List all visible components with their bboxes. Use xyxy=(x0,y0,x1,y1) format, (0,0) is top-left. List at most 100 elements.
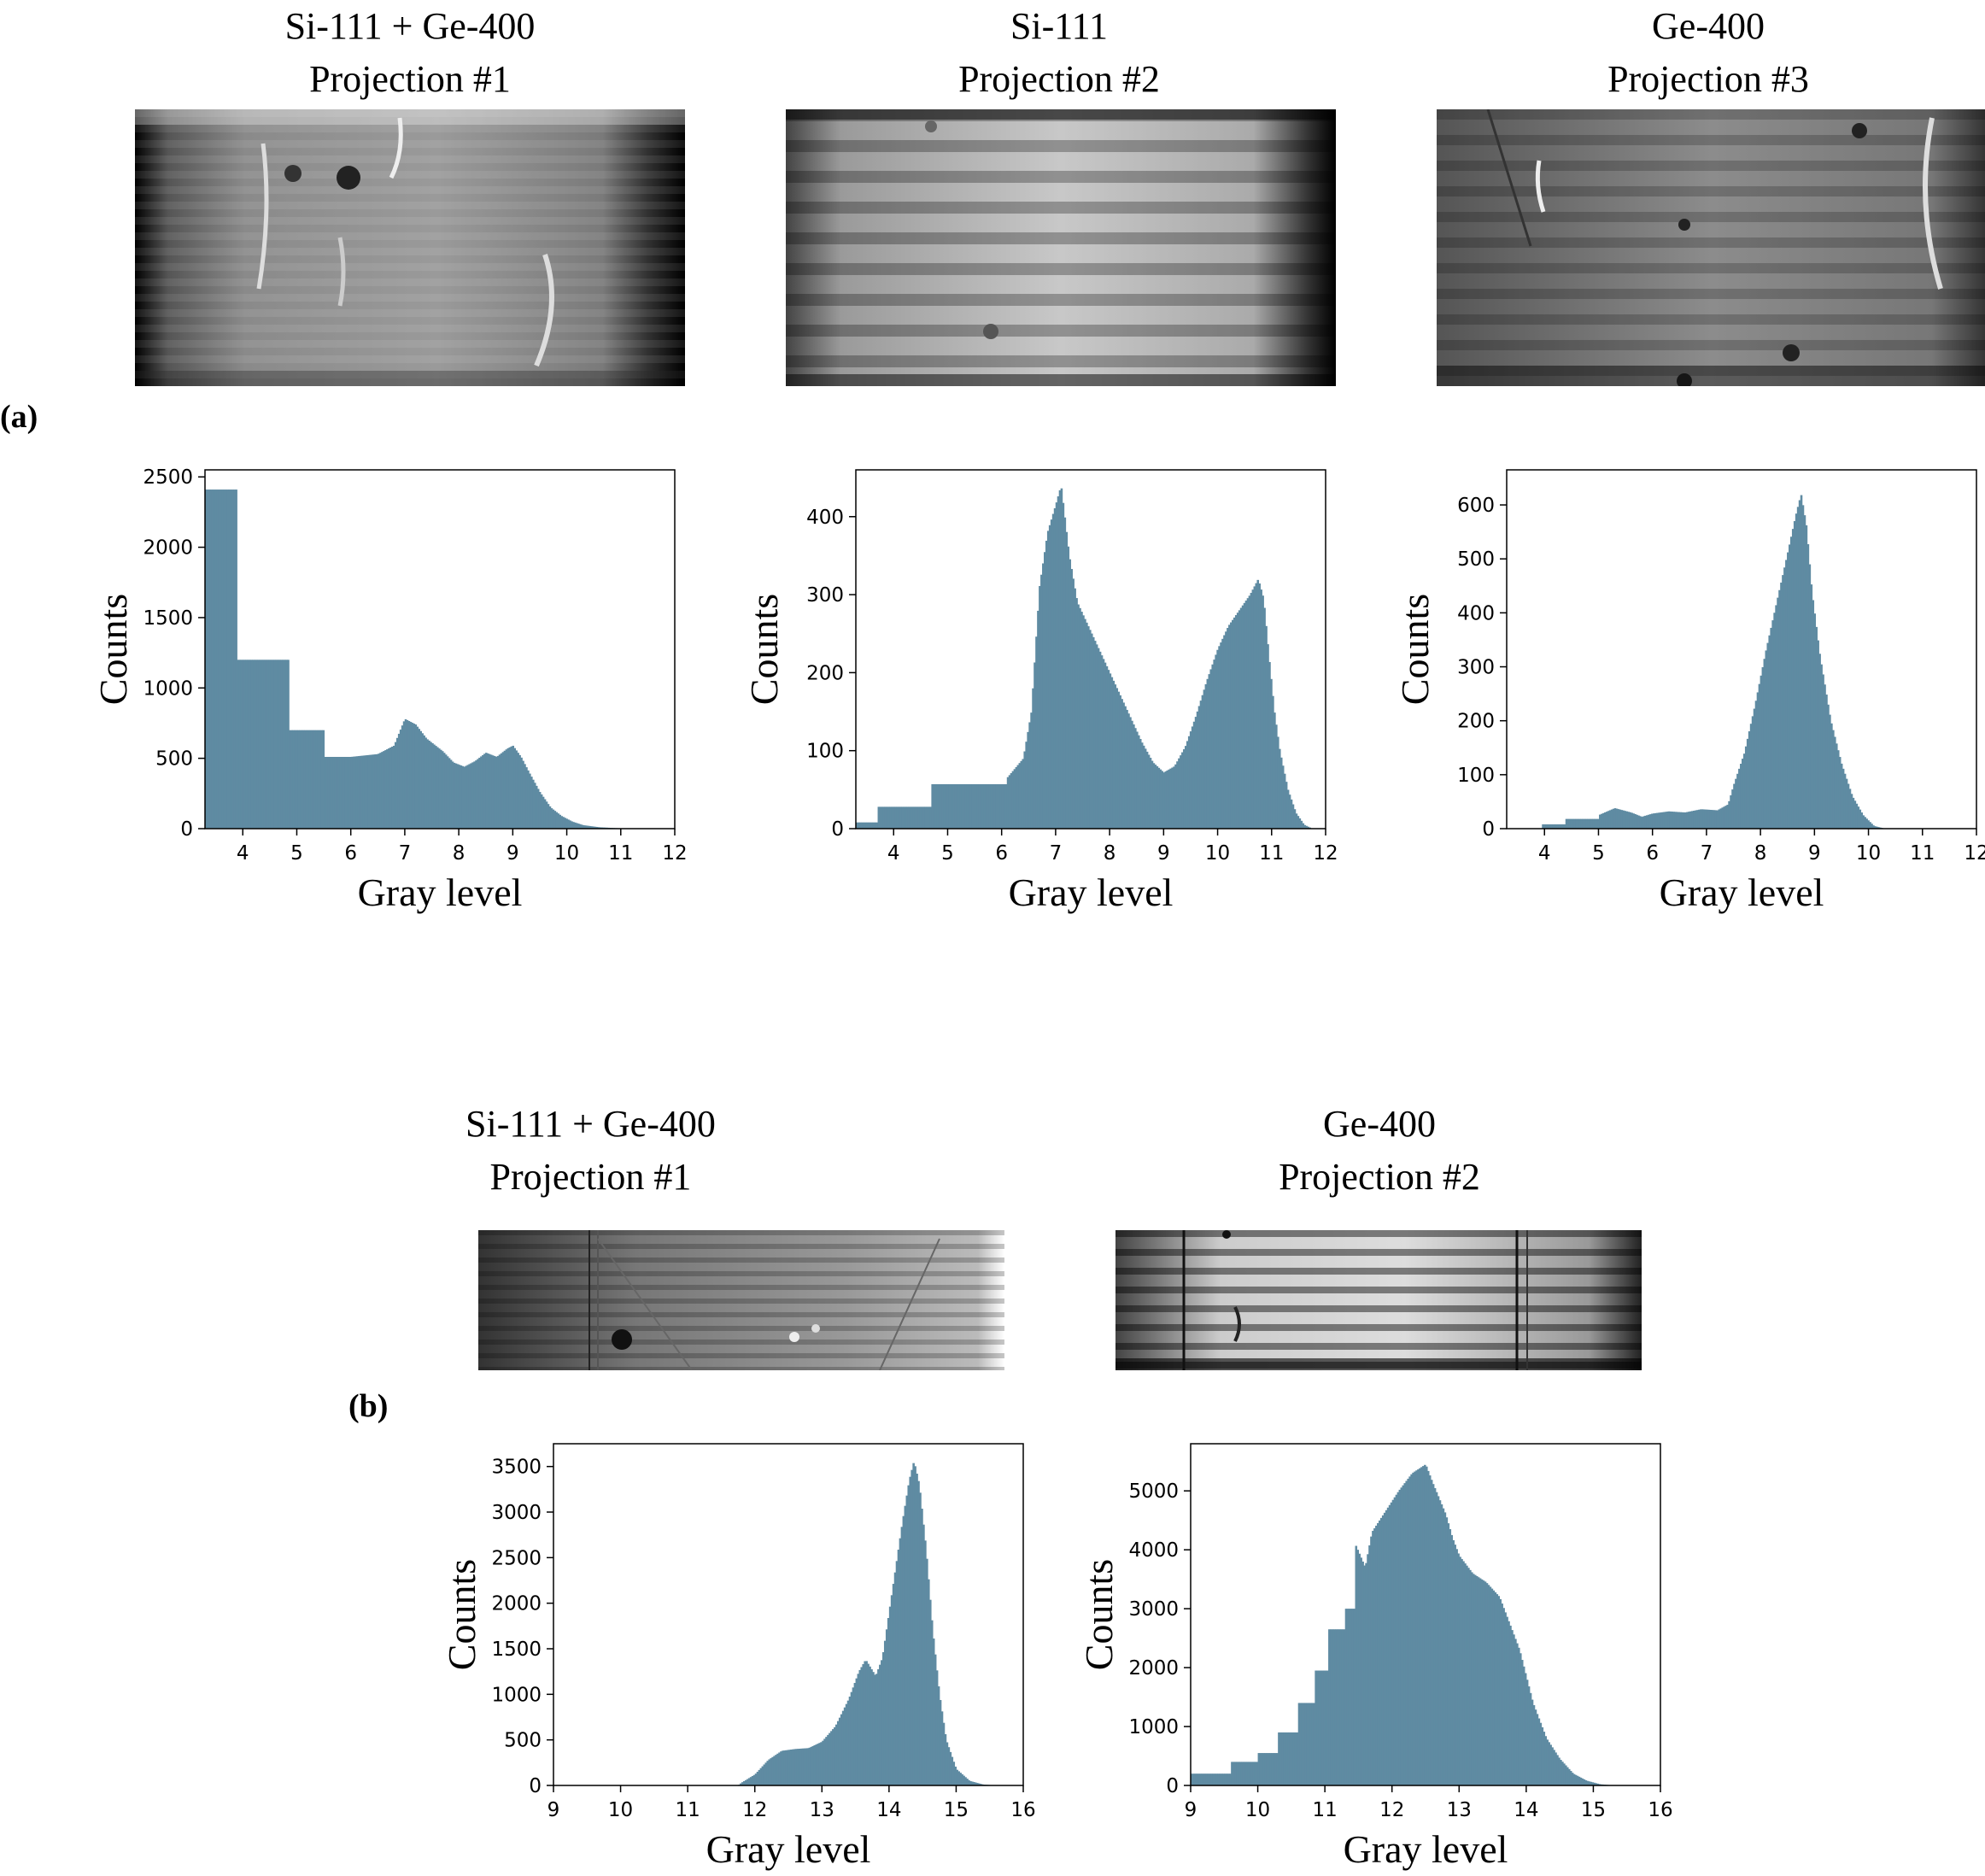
histogram-bar xyxy=(813,1745,817,1785)
x-tick-label: 11 xyxy=(1313,1799,1338,1821)
histogram-bar xyxy=(562,817,565,829)
histogram-bar xyxy=(1531,1699,1534,1785)
histogram-bar xyxy=(253,660,256,829)
histogram-bar xyxy=(1726,805,1729,829)
histogram-bar xyxy=(597,827,600,829)
histogram-bar xyxy=(465,765,468,829)
histogram-bar xyxy=(1440,1504,1443,1785)
x-tick-label: 6 xyxy=(1646,842,1659,865)
histogram-bar xyxy=(938,783,940,829)
histogram-bar xyxy=(1025,742,1028,829)
histogram-bar xyxy=(1408,1476,1411,1785)
histogram-bar xyxy=(946,1742,949,1785)
histogram-bar xyxy=(1097,648,1100,829)
histogram-bar xyxy=(764,1762,768,1785)
histogram-bar xyxy=(740,1783,742,1785)
histogram-bar xyxy=(1084,618,1086,829)
histogram-bar xyxy=(1045,541,1048,829)
histogram-bar xyxy=(1563,824,1566,829)
histogram-bar xyxy=(1193,1773,1197,1785)
histogram-bar xyxy=(1664,812,1667,829)
histogram-bar xyxy=(334,757,337,829)
histogram-bar xyxy=(565,818,568,829)
histogram-bar xyxy=(867,822,870,829)
histogram-bar xyxy=(1063,517,1067,829)
histogram-bar xyxy=(1756,692,1760,829)
histogram-bar xyxy=(1276,1753,1279,1785)
histogram-bar xyxy=(1803,515,1806,829)
histogram-bar xyxy=(1666,812,1669,829)
histogram-bar xyxy=(407,721,411,829)
histogram-bar xyxy=(983,783,986,829)
histogram-bar xyxy=(1194,717,1197,829)
histogram-bar xyxy=(1613,808,1617,829)
histogram-bar xyxy=(208,490,211,829)
histogram-bar xyxy=(838,1717,841,1785)
histogram-bar xyxy=(741,1782,744,1785)
histogram-bar xyxy=(444,754,448,829)
histogram-bar xyxy=(1046,531,1050,829)
projection-image-b1 xyxy=(478,1230,1004,1370)
histogram-bar xyxy=(1541,1727,1544,1785)
histogram-bar xyxy=(865,1661,868,1785)
histogram-bar xyxy=(867,1663,870,1785)
histogram-bar xyxy=(1368,1545,1371,1785)
histogram-bar xyxy=(223,490,226,829)
histogram-bar xyxy=(1412,1472,1414,1785)
histogram-bar xyxy=(870,1669,873,1785)
histogram-bar xyxy=(1827,704,1830,829)
histogram-bar xyxy=(850,1691,853,1785)
histogram-bar xyxy=(1610,809,1613,829)
histogram-bar xyxy=(1825,695,1828,829)
y-axis-label: Counts xyxy=(1393,594,1437,705)
histogram-bar xyxy=(1852,797,1855,829)
x-tick-label: 10 xyxy=(554,842,579,865)
histogram-bar xyxy=(1763,659,1766,829)
histogram-bar xyxy=(1637,815,1640,829)
histogram-bar xyxy=(1724,806,1727,829)
histogram-bar xyxy=(971,783,975,829)
histogram-bar xyxy=(1218,646,1221,829)
histogram-bar xyxy=(1200,1773,1203,1785)
histogram-bar xyxy=(1608,810,1612,829)
histogram-bar xyxy=(1695,810,1699,829)
histogram-bar xyxy=(480,756,483,829)
histogram-bar xyxy=(1679,812,1682,829)
plot-frame xyxy=(204,469,676,830)
x-axis-label: Gray level xyxy=(358,871,523,914)
histogram-bar xyxy=(1001,783,1004,829)
histogram-bar xyxy=(956,1769,958,1785)
histogram-bar xyxy=(1285,1732,1287,1785)
histogram-bar xyxy=(985,783,987,829)
histogram-bar xyxy=(905,1495,909,1785)
y-tick-label: 0 xyxy=(1166,1775,1179,1797)
histogram-bar xyxy=(1336,1629,1339,1785)
histogram-bar xyxy=(1292,1732,1296,1785)
histogram-bar xyxy=(1402,1485,1405,1785)
histogram-bar xyxy=(1244,601,1248,829)
histogram-bar xyxy=(968,783,971,829)
histogram-bar xyxy=(550,808,553,829)
histogram-bar xyxy=(1395,1494,1398,1785)
histogram-bar xyxy=(280,660,283,829)
histogram-bar xyxy=(1263,607,1266,829)
histogram-bar xyxy=(1231,1762,1233,1785)
y-tick-label: 500 xyxy=(155,748,193,771)
histogram-bar xyxy=(1293,809,1297,829)
histogram-bar xyxy=(278,660,281,829)
histogram-bar xyxy=(1718,809,1721,829)
histogram-bar xyxy=(1832,730,1835,829)
histogram-bar xyxy=(1549,824,1551,829)
histogram-bar xyxy=(1516,1643,1519,1785)
histogram-bar xyxy=(1469,1569,1472,1785)
histogram-bar xyxy=(896,806,899,829)
histogram-bar xyxy=(1295,813,1298,829)
histogram-bar xyxy=(1226,1773,1228,1785)
histogram-bar xyxy=(1297,816,1300,829)
histogram-bar xyxy=(843,1707,846,1785)
histogram-bar xyxy=(1707,809,1711,829)
histogram-bar xyxy=(1210,1773,1214,1785)
histogram-bar xyxy=(969,1780,972,1785)
histogram-bar xyxy=(1862,815,1865,829)
histogram-bar xyxy=(1620,810,1624,829)
